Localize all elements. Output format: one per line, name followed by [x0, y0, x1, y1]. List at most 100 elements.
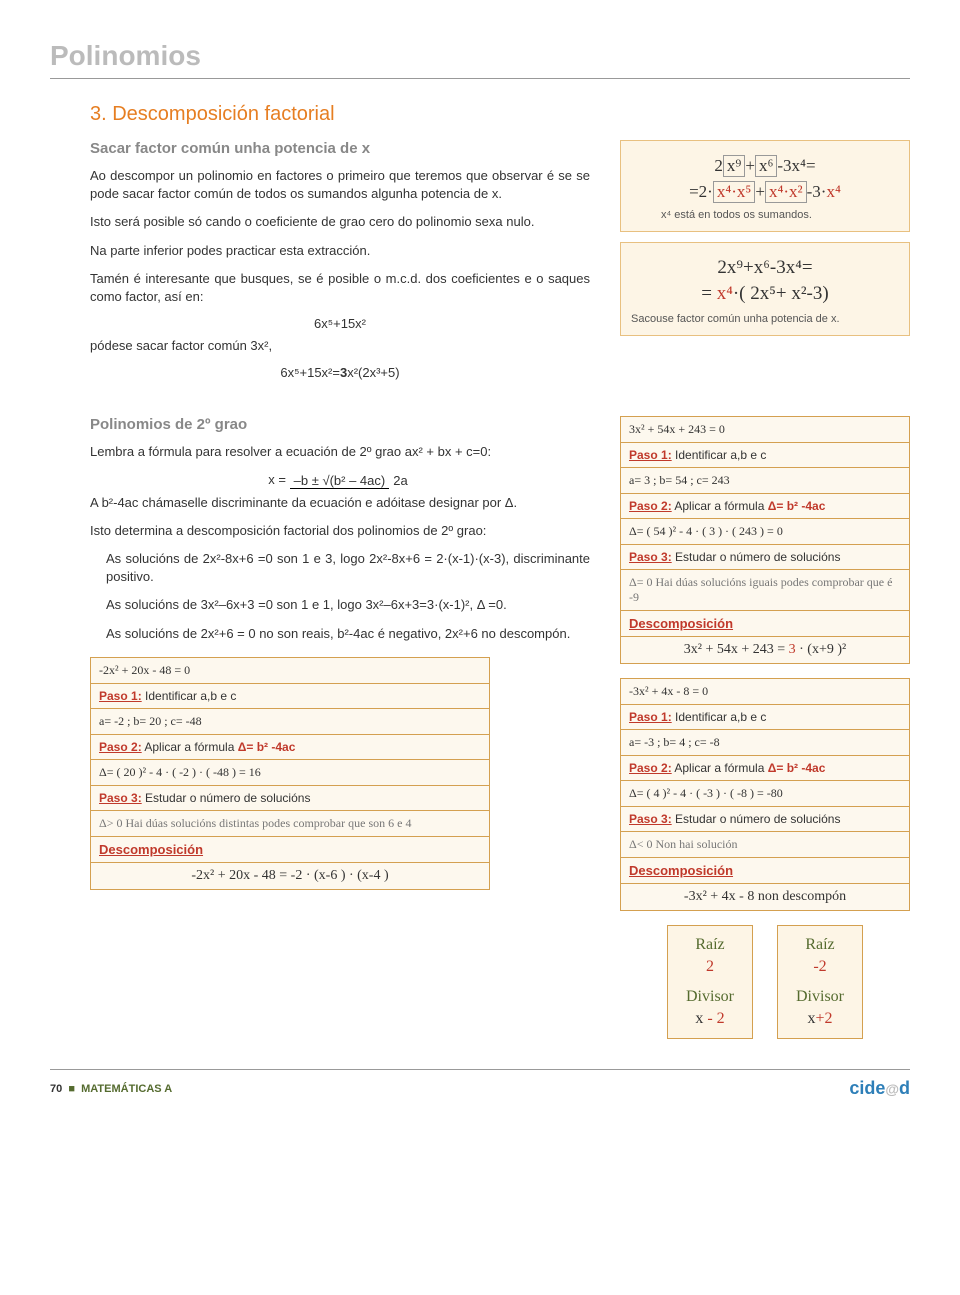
- text: ·( 2x⁵+ x²-3): [733, 283, 829, 304]
- table-row: -3x² + 4x - 8 non descompón: [621, 884, 909, 910]
- table-row: Δ= 0 Hai dúas solucións iguais podes com…: [621, 570, 909, 611]
- text: =: [701, 283, 716, 304]
- page-number: 70: [50, 1083, 62, 1095]
- square-icon: ■: [65, 1083, 78, 1095]
- text: x: [695, 1010, 707, 1027]
- text: Paso 3:: [99, 791, 142, 805]
- math-expr: 6x⁵+15x²=3x²(2x³+5): [90, 365, 590, 380]
- text: Identificar a,b e c: [672, 710, 767, 724]
- text: Raíz: [686, 936, 734, 954]
- table-row: Descomposición: [621, 611, 909, 637]
- table-row: Paso 1: Identificar a,b e c: [621, 443, 909, 468]
- text: Δ= b² -4ac: [768, 761, 826, 775]
- paragraph: Lembra a fórmula para resolver a ecuació…: [90, 443, 590, 461]
- text: x⁴: [826, 182, 840, 201]
- paragraph: pódese sacar factor común 3x²,: [90, 337, 590, 355]
- step-table-a: 3x² + 54x + 243 = 0 Paso 1: Identificar …: [620, 416, 910, 664]
- step-table-c: -2x² + 20x - 48 = 0 Paso 1: Identificar …: [90, 657, 490, 890]
- table-row: Δ= ( 54 )² - 4 · ( 3 ) · ( 243 ) = 0: [621, 519, 909, 545]
- text: x+2: [796, 1010, 844, 1028]
- table-row: a= -3 ; b= 4 ; c= -8: [621, 730, 909, 756]
- text: Identificar a,b e c: [672, 448, 767, 462]
- text: Paso 1:: [629, 710, 672, 724]
- table-row: 3x² + 54x + 243 = 0: [621, 417, 909, 443]
- list-item: As solucións de 2x²-8x+6 =0 son 1 e 3, l…: [90, 550, 590, 586]
- table-row: Δ= ( 4 )² - 4 · ( -3 ) · ( -8 ) = -80: [621, 781, 909, 807]
- text: Paso 2:: [629, 761, 672, 775]
- sacar-heading: Sacar factor común unha potencia de x: [90, 140, 590, 157]
- text: x²(2x³+5): [347, 365, 399, 380]
- text: Δ= b² -4ac: [238, 740, 296, 754]
- text: x⁹: [723, 155, 745, 177]
- text: Paso 3:: [629, 812, 672, 826]
- table-row: a= 3 ; b= 54 ; c= 243: [621, 468, 909, 494]
- paragraph: Na parte inferior podes practicar esta e…: [90, 242, 590, 260]
- text: -3x⁴=: [777, 156, 815, 175]
- raiz-box: Raíz 2 Divisor x - 2: [667, 925, 753, 1039]
- text: Paso 1:: [99, 689, 142, 703]
- text: +2: [815, 1010, 832, 1027]
- text: Identificar a,b e c: [142, 689, 237, 703]
- note: x⁴ está en todos os sumandos.: [661, 209, 899, 221]
- section-heading: 3. Descomposición factorial: [90, 103, 910, 126]
- text: Paso 3:: [629, 550, 672, 564]
- table-row: Paso 1: Identificar a,b e c: [91, 684, 489, 709]
- example-box-1: 2x⁹+x⁶-3x⁴= =2·x⁴·x⁵+x⁴·x²-3·x⁴ x⁴ está …: [620, 140, 910, 232]
- text: x⁴: [717, 283, 733, 304]
- footer: 70 ■ MATEMÁTICAS A cide@d: [50, 1069, 910, 1099]
- math-line: 2x⁹+x⁶-3x⁴=: [631, 257, 899, 279]
- text: Estudar o número de solucións: [672, 550, 841, 564]
- example-box-2: 2x⁹+x⁶-3x⁴= = x⁴·( 2x⁵+ x²-3) Sacouse fa…: [620, 242, 910, 336]
- text: -2: [796, 958, 844, 976]
- math-line: 2x⁹+x⁶-3x⁴=: [631, 155, 899, 177]
- text: Δ= b² -4ac: [768, 499, 826, 513]
- text: Descomposición: [629, 863, 733, 878]
- text: Estudar o número de solucións: [142, 791, 311, 805]
- paragraph: Isto determina a descomposición factoria…: [90, 522, 590, 540]
- text: Descomposición: [629, 616, 733, 631]
- text: Paso 2:: [99, 740, 142, 754]
- text: Descomposición: [99, 842, 203, 857]
- text: Divisor: [796, 988, 844, 1006]
- math-line: =2·x⁴·x⁵+x⁴·x²-3·x⁴: [631, 181, 899, 203]
- text: Aplicar a fórmula: [142, 740, 238, 754]
- paragraph: Ao descompor un polinomio en factores o …: [90, 167, 590, 203]
- text: Aplicar a fórmula: [672, 499, 768, 513]
- table-row: Paso 3: Estudar o número de solucións: [621, 545, 909, 570]
- text: =2·: [689, 182, 713, 201]
- text: Divisor: [686, 988, 734, 1006]
- table-row: Δ= ( 20 )² - 4 · ( -2 ) · ( -48 ) = 16: [91, 760, 489, 786]
- text: 2: [686, 958, 734, 976]
- table-row: Δ> 0 Hai dúas solucións distintas podes …: [91, 811, 489, 837]
- table-row: Paso 3: Estudar o número de solucións: [91, 786, 489, 811]
- list-item: As solucións de 3x²–6x+3 =0 son 1 e 1, l…: [90, 596, 590, 614]
- text: d: [899, 1078, 910, 1098]
- text: - 2: [707, 1010, 724, 1027]
- text: x⁴·x⁵: [713, 181, 756, 203]
- step-table-b: -3x² + 4x - 8 = 0 Paso 1: Identificar a,…: [620, 678, 910, 911]
- grao2-heading: Polinomios de 2º grao: [90, 416, 590, 433]
- table-row: -3x² + 4x - 8 = 0: [621, 679, 909, 705]
- text: 3x² + 54x + 243 =: [684, 642, 789, 657]
- list-item: As solucións de 2x²+6 = 0 no son reais, …: [90, 625, 590, 643]
- paragraph: A b²-4ac chámaselle discriminante da ecu…: [90, 494, 590, 512]
- text: 2a: [389, 473, 411, 488]
- text: 2: [714, 156, 723, 175]
- text: x - 2: [686, 1010, 734, 1028]
- quadratic-formula: x = –b ± √(b² – 4ac)2a: [90, 472, 590, 488]
- table-row: Paso 2: Aplicar a fórmula Δ= b² -4ac: [621, 494, 909, 519]
- text: –b ± √(b² – 4ac): [290, 473, 390, 489]
- text: 6x⁵+15x²=: [280, 365, 340, 380]
- table-row: -2x² + 20x - 48 = -2 · (x-6 ) · (x-4 ): [91, 863, 489, 889]
- text: cide: [849, 1078, 885, 1098]
- table-row: 3x² + 54x + 243 = 3 · (x+9 )²: [621, 637, 909, 663]
- text: 3: [789, 642, 796, 657]
- text: -3·: [807, 182, 827, 201]
- raiz-boxes: Raíz 2 Divisor x - 2 Raíz -2 Divisor x+2: [620, 925, 910, 1039]
- table-row: Descomposición: [91, 837, 489, 863]
- brand-logo: cide@d: [849, 1078, 910, 1099]
- table-row: Δ< 0 Non hai solución: [621, 832, 909, 858]
- text: @: [885, 1081, 899, 1097]
- text: Estudar o número de solucións: [672, 812, 841, 826]
- table-row: -2x² + 20x - 48 = 0: [91, 658, 489, 684]
